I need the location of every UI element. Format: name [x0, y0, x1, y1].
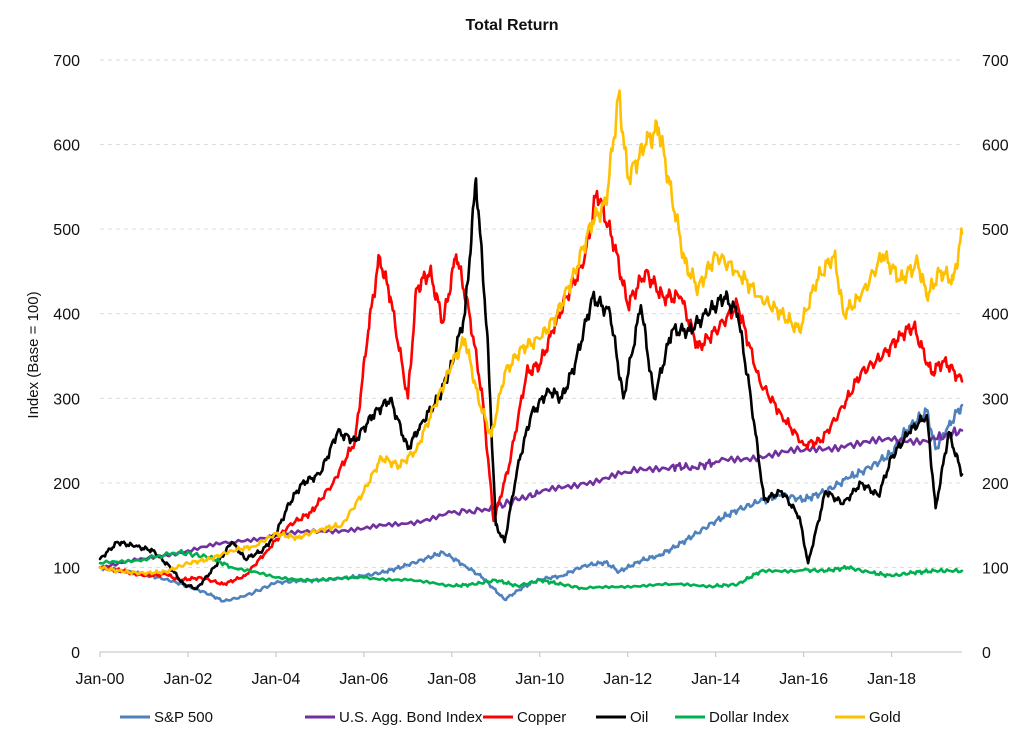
y-tick-label-right: 100 — [982, 560, 1009, 577]
x-tick-label: Jan-08 — [427, 671, 476, 688]
x-tick-label: Jan-14 — [691, 671, 740, 688]
x-tick-label: Jan-18 — [867, 671, 916, 688]
y-tick-label-right: 300 — [982, 391, 1009, 408]
x-tick-label: Jan-16 — [779, 671, 828, 688]
y-tick-label-left: 0 — [71, 645, 80, 662]
series-line-oil — [98, 177, 964, 591]
legend-label: Gold — [869, 709, 901, 726]
legend-label: U.S. Agg. Bond Index — [339, 709, 483, 726]
y-tick-label-left: 200 — [53, 476, 80, 493]
axes: 0 0 100 100 200 200 300 300 400 400 500 500 600 600 70… — [53, 53, 1009, 688]
y-tick-label-right: 700 — [982, 53, 1009, 70]
x-tick-label: Jan-02 — [163, 671, 212, 688]
x-tick-label: Jan-12 — [603, 671, 652, 688]
chart-title: Total Return — [465, 17, 558, 34]
series-line-gold — [98, 89, 964, 576]
series-lines — [98, 89, 964, 603]
legend-label: Oil — [630, 709, 648, 726]
series-line-u-s-agg-bond-index — [98, 426, 964, 569]
y-tick-label-left: 400 — [53, 307, 80, 324]
gridlines — [100, 59, 962, 568]
x-tick-label: Jan-10 — [515, 671, 564, 688]
series-line-s-p-500 — [98, 403, 964, 603]
y-tick-label-left: 500 — [53, 222, 80, 239]
x-tick-label: Jan-04 — [251, 671, 300, 688]
y-tick-label-left: 700 — [53, 53, 80, 70]
series-line-copper — [98, 189, 964, 587]
x-tick-label: Jan-06 — [339, 671, 388, 688]
y-tick-label-right: 500 — [982, 222, 1009, 239]
y-tick-label-right: 0 — [982, 645, 991, 662]
y-tick-label-right: 600 — [982, 138, 1009, 155]
legend: S&P 500 U.S. Agg. Bond Index Copper Oil Doll… — [120, 709, 901, 726]
y-tick-label-left: 600 — [53, 138, 80, 155]
y-tick-label-left: 100 — [53, 560, 80, 577]
y-axis-label: Index (Base = 100) — [25, 291, 42, 418]
y-tick-label-left: 300 — [53, 391, 80, 408]
series-line-dollar-index — [98, 548, 964, 591]
legend-label: Dollar Index — [709, 709, 790, 726]
legend-label: S&P 500 — [154, 709, 213, 726]
y-tick-label-right: 400 — [982, 307, 1009, 324]
x-tick-label: Jan-00 — [76, 671, 125, 688]
legend-label: Copper — [517, 709, 566, 726]
y-tick-label-right: 200 — [982, 476, 1009, 493]
